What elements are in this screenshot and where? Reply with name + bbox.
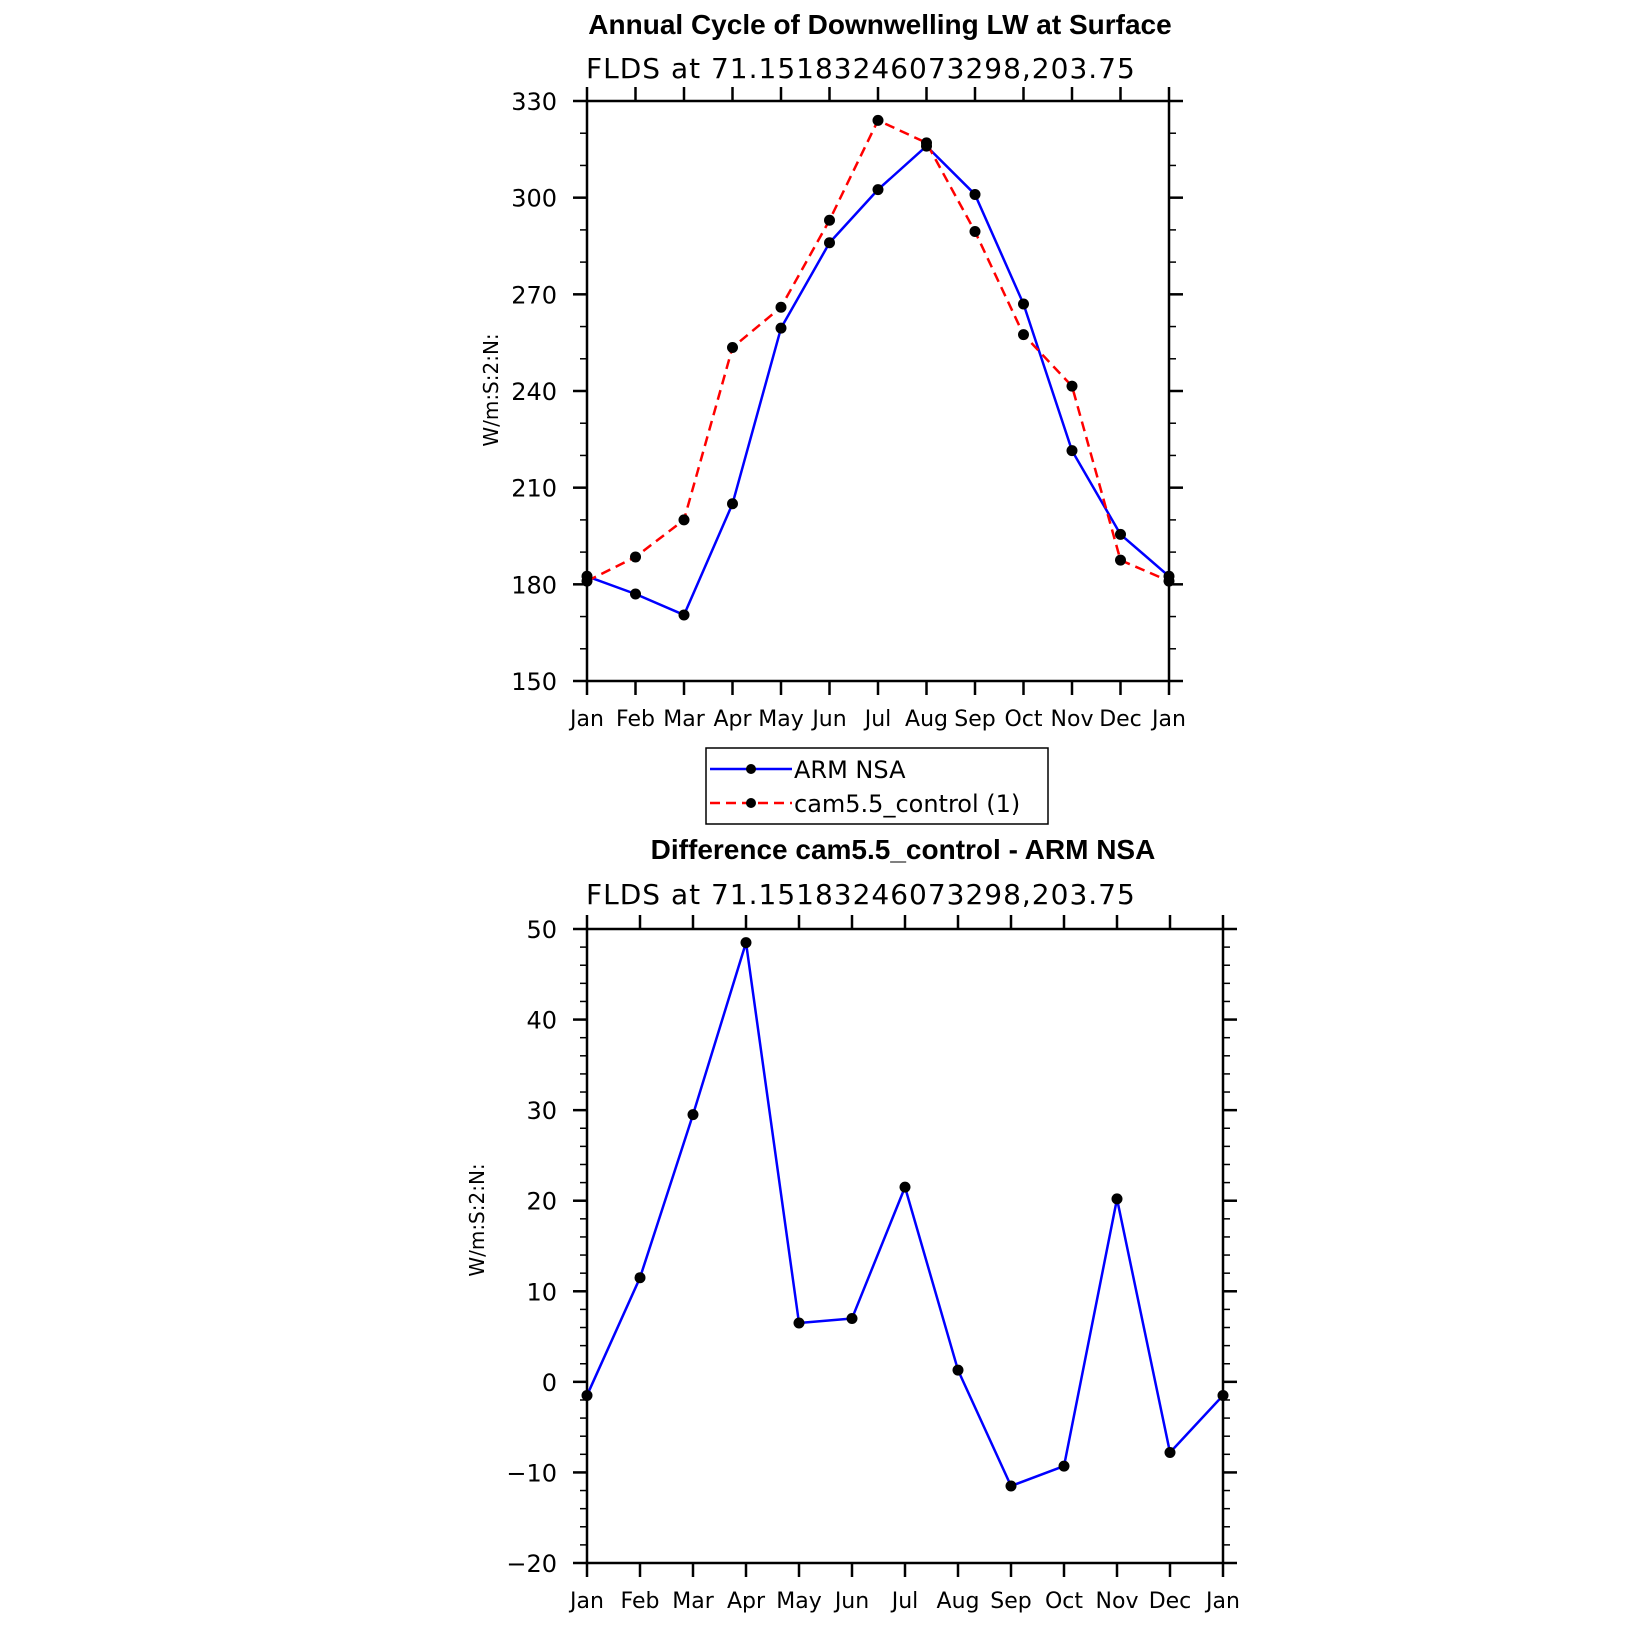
y-tick-label: 210 <box>511 475 557 503</box>
y-tick-label: 40 <box>526 1007 557 1035</box>
data-point <box>899 1181 911 1193</box>
y-tick-label: 330 <box>511 88 557 116</box>
y-tick-label: 150 <box>511 668 557 696</box>
data-point <box>634 1272 646 1284</box>
x-tick-label: Sep <box>990 1589 1031 1614</box>
data-point <box>1164 1447 1176 1459</box>
chart2-ylabel: W/m:S:2:N: <box>465 1163 489 1276</box>
data-point <box>1163 575 1175 587</box>
data-point <box>687 1109 699 1121</box>
data-point <box>630 551 641 563</box>
x-tick-label: Mar <box>663 707 705 732</box>
chart1-ylabel: W/m:S:2:N: <box>479 333 503 446</box>
data-point <box>1018 329 1029 341</box>
x-tick-label: Mar <box>672 1589 714 1614</box>
series-line-0 <box>585 941 1224 1488</box>
legend-box <box>705 747 1049 825</box>
chart2-axes: −20 −10 0 10 20 30 40 50 Jan Feb Mar Apr May Jun Jul Au… <box>506 915 1240 1614</box>
chart2-marks <box>581 937 1229 1492</box>
x-tick-label: Nov <box>1096 1589 1139 1614</box>
data-point <box>581 1389 593 1401</box>
data-point <box>727 342 738 353</box>
chart1-marks <box>581 114 1175 621</box>
data-point <box>775 322 787 334</box>
legend-label-arm-nsa: ARM NSA <box>794 756 906 784</box>
y-tick-label: −10 <box>506 1459 557 1487</box>
data-point <box>1111 1193 1123 1205</box>
x-tick-label: Jan <box>1204 1589 1240 1614</box>
y-tick-label: 30 <box>526 1097 557 1125</box>
data-point <box>1018 298 1029 310</box>
data-point <box>678 514 690 526</box>
y-tick-label: 300 <box>511 185 557 213</box>
x-tick-label: Jul <box>863 707 892 732</box>
y-tick-label: 240 <box>511 378 557 406</box>
x-tick-label: Apr <box>727 1589 766 1614</box>
y-tick-label: 270 <box>511 281 557 309</box>
x-tick-label: Sep <box>954 707 995 732</box>
x-tick-label: Aug <box>905 707 948 732</box>
x-tick-label: Jul <box>890 1589 919 1614</box>
annual-cycle-chart: Annual Cycle of Downwelling LW at Surfac… <box>479 9 1186 825</box>
chart1-subtitle: FLDS at 71.15183246073298,203.75 <box>586 52 1136 85</box>
legend-label-cam5: cam5.5_control (1) <box>794 790 1020 818</box>
x-tick-label: Jan <box>568 707 604 732</box>
x-tick-label: Jan <box>1150 707 1186 732</box>
chart2-title: Difference cam5.5_control - ARM NSA <box>651 834 1156 865</box>
data-point <box>969 226 981 237</box>
difference-chart: Difference cam5.5_control - ARM NSA FLDS… <box>465 834 1240 1614</box>
data-point <box>740 937 752 949</box>
data-point <box>1115 528 1126 540</box>
data-point <box>846 1312 858 1324</box>
data-point <box>678 609 690 621</box>
data-point <box>1217 1389 1229 1401</box>
data-point <box>872 114 884 126</box>
legend-marker-arm-nsa <box>746 764 756 774</box>
y-tick-label: 20 <box>526 1188 557 1216</box>
y-tick-label: 180 <box>511 571 557 599</box>
data-point <box>630 588 641 600</box>
data-point <box>1066 380 1078 392</box>
data-point <box>1005 1480 1017 1492</box>
data-point <box>969 188 981 200</box>
data-point <box>921 137 932 149</box>
data-point <box>581 575 593 587</box>
x-tick-label: Nov <box>1051 707 1094 732</box>
x-tick-label: Aug <box>937 1589 980 1614</box>
data-point <box>1066 445 1078 457</box>
y-tick-label: 10 <box>526 1278 557 1306</box>
x-tick-label: Dec <box>1099 707 1142 732</box>
data-point <box>775 301 787 313</box>
data-point <box>872 184 884 196</box>
data-point <box>727 498 738 510</box>
data-point <box>793 1317 805 1329</box>
x-tick-label: Dec <box>1149 1589 1192 1614</box>
x-tick-label: Oct <box>1004 707 1042 732</box>
data-point <box>1115 554 1126 566</box>
legend-marker-cam5 <box>746 798 756 808</box>
x-tick-label: Jun <box>833 1589 869 1614</box>
y-tick-label: 50 <box>526 916 557 944</box>
data-point <box>824 214 835 226</box>
chart1-legend: ARM NSA cam5.5_control (1) <box>705 747 1049 825</box>
data-point <box>824 237 835 249</box>
x-tick-label: May <box>758 707 803 732</box>
y-tick-label: −20 <box>506 1550 557 1578</box>
x-tick-label: Oct <box>1045 1589 1083 1614</box>
x-tick-label: Jan <box>568 1589 604 1614</box>
series-line-0 <box>586 144 1170 617</box>
chart1-axes: 150 180 210 240 270 300 330 Jan Feb Mar Apr May Jun J… <box>511 87 1186 732</box>
data-point <box>952 1364 964 1376</box>
x-tick-label: Apr <box>713 707 752 732</box>
x-tick-label: May <box>776 1589 821 1614</box>
chart2-subtitle: FLDS at 71.15183246073298,203.75 <box>586 878 1136 911</box>
data-point <box>1058 1460 1070 1472</box>
chart1-title: Annual Cycle of Downwelling LW at Surfac… <box>588 9 1171 40</box>
y-tick-label: 0 <box>542 1369 557 1397</box>
x-tick-label: Feb <box>616 707 655 732</box>
x-tick-label: Jun <box>810 707 846 732</box>
x-tick-label: Feb <box>621 1589 660 1614</box>
